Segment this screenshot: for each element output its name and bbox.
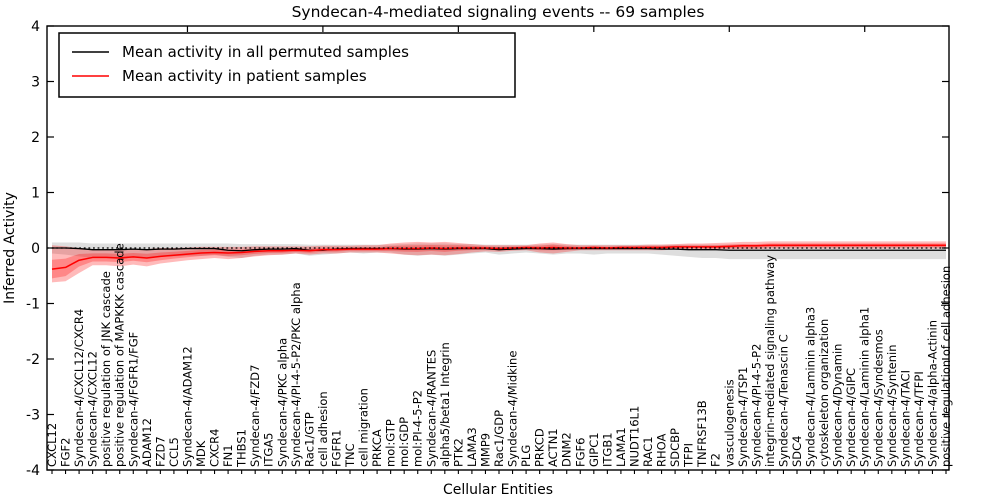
- x-tick-label: Syndecan-4/TFPI: [912, 371, 926, 467]
- x-tick-label: cytoskeleton organization: [817, 319, 831, 467]
- x-tick-label: TFPI: [682, 443, 696, 468]
- x-tick-label: Syndecan-4/FZD7: [248, 365, 262, 467]
- x-tick-label: positive regulation of MAPKKK cascade: [113, 243, 127, 467]
- x-tick-label: mol:GDP: [397, 417, 411, 467]
- x-tick-label: FGFR1: [329, 430, 343, 467]
- x-tick-label: Syndecan-4/FGFR1/FGF: [126, 332, 140, 467]
- x-tick-label: PLG: [519, 445, 533, 467]
- y-tick-label: -3: [26, 408, 40, 424]
- y-tick-label: 0: [31, 241, 40, 257]
- x-tick-label: Syndecan-4/alpha-Actinin: [925, 320, 939, 467]
- legend-box: [58, 32, 516, 98]
- x-tick-label: Syndecan-4/CXCL12/CXCR4: [72, 309, 86, 467]
- y-tick-label: -2: [26, 352, 40, 368]
- x-tick-label: Syndecan-4/PI-4-5-P2: [749, 344, 763, 467]
- x-tick-label: Rac1/GDP: [492, 410, 506, 467]
- x-tick-label: Syndecan-4/Dynamin: [831, 344, 845, 467]
- x-tick-label: THBS1: [235, 429, 249, 468]
- x-tick-label: LAMA3: [465, 427, 479, 467]
- patient-band-inner: [52, 243, 946, 279]
- x-tick-label: Syndecan-4/Laminin alpha3: [804, 307, 818, 467]
- x-axis-label: Cellular Entities: [443, 482, 553, 498]
- patient-band-outer: [52, 241, 946, 283]
- x-tick-label: Rac1/GTP: [302, 412, 316, 467]
- x-tick-label: ITGB1: [600, 432, 614, 467]
- x-tick-label: Syndecan-4/Tenascin C: [776, 334, 790, 467]
- x-tick-label: cell adhesion: [316, 391, 330, 467]
- x-tick-label: RAC1: [641, 436, 655, 467]
- x-tick-label: MMP9: [478, 433, 492, 467]
- y-tick-label: 3: [31, 75, 40, 91]
- x-tick-label: Syndecan-4/Syntenin: [885, 344, 899, 467]
- legend-entry-permuted: Mean activity in all permuted samples: [72, 43, 409, 61]
- x-tick-label: Syndecan-4/PI-4-5-P2/PKC alpha: [289, 282, 303, 467]
- x-tick-label: SDC4: [790, 435, 804, 467]
- x-tick-label: CCL5: [167, 437, 181, 467]
- y-tick-label: -4: [26, 463, 40, 479]
- y-tick-label: -1: [26, 297, 40, 313]
- x-tick-label: ACTN1: [546, 428, 560, 467]
- x-tick-label: FN1: [221, 444, 235, 467]
- x-tick-label: TNFRSF13B: [695, 400, 709, 468]
- x-tick-label: CXCL12: [45, 423, 59, 467]
- x-tick-label: FGF2: [59, 438, 73, 467]
- y-tick-label: 2: [31, 130, 40, 146]
- x-tick-label: positive regulation of cell adhesion: [939, 266, 953, 467]
- x-tick-label: RHOA: [655, 434, 669, 467]
- x-tick-label: PTK2: [451, 438, 465, 467]
- x-tick-label: PRKCA: [370, 429, 384, 467]
- x-tick-label: mol:GTP: [384, 419, 398, 467]
- x-tick-label: Syndecan-4/RANTES: [424, 350, 438, 467]
- x-tick-label: Syndecan-4/PKC alpha: [275, 338, 289, 467]
- x-tick-label: vasculogenesis: [722, 379, 736, 467]
- x-tick-label: integrin-mediated signaling pathway: [763, 255, 777, 467]
- x-tick-label: Syndecan-4/GIPC: [844, 368, 858, 467]
- x-tick-label: Syndecan-4/TSP1: [736, 367, 750, 467]
- x-tick-label: Syndecan-4/ADAM12: [180, 346, 194, 467]
- y-tick-label: 1: [31, 186, 40, 202]
- legend-entry-patient: Mean activity in patient samples: [72, 67, 367, 85]
- x-tick-label: mol:PI-4-5-P2: [411, 390, 425, 467]
- x-tick-label: DNM2: [560, 432, 574, 467]
- x-tick-label: PRKCD: [533, 428, 547, 467]
- x-tick-label: GIPC1: [587, 432, 601, 467]
- x-tick-label: Syndecan-4/Syndesmos: [871, 329, 885, 467]
- x-tick-label: CXCR4: [208, 429, 222, 467]
- legend-label-permuted: Mean activity in all permuted samples: [122, 43, 409, 61]
- x-tick-label: Syndecan-4/Midkine: [506, 351, 520, 467]
- x-tick-label: Syndecan-4/CXCL12: [86, 351, 100, 467]
- legend-label-patient: Mean activity in patient samples: [122, 67, 367, 85]
- x-tick-label: LAMA1: [614, 427, 628, 467]
- x-tick-label: cell migration: [357, 388, 371, 467]
- x-tick-label: NUDT16L1: [627, 406, 641, 467]
- x-tick-label: FGF6: [573, 438, 587, 467]
- permuted-mean-line: [52, 247, 946, 252]
- x-tick-label: FZD7: [153, 436, 167, 467]
- x-tick-label: alpha5/beta1 Integrin: [438, 342, 452, 467]
- x-tick-label: positive regulation of JNK cascade: [99, 271, 113, 467]
- x-tick-label: ITGA5: [262, 432, 276, 467]
- x-tick-label: MDK: [194, 440, 208, 467]
- y-axis-label: Inferred Activity: [2, 192, 18, 304]
- x-tick-label: F2: [709, 453, 723, 467]
- x-tick-label: Syndecan-4/TACI: [898, 370, 912, 467]
- x-tick-label: SDCBP: [668, 428, 682, 467]
- chart-title: Syndecan-4-mediated signaling events -- …: [292, 3, 705, 21]
- x-tick-label: ADAM12: [140, 418, 154, 467]
- y-tick-label: 4: [31, 19, 40, 35]
- x-tick-label: Syndecan-4/Laminin alpha1: [858, 307, 872, 467]
- x-tick-label: TNC: [343, 443, 357, 468]
- legend: Mean activity in all permuted samples Me…: [58, 32, 516, 98]
